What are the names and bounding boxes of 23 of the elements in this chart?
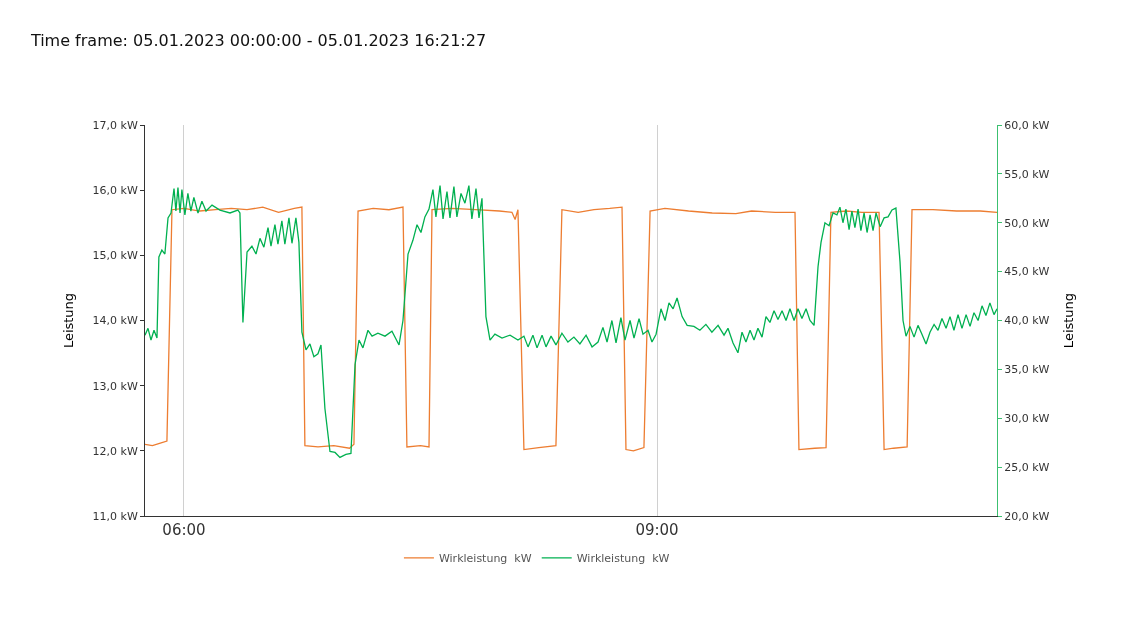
x-tick-label: 06:00 [162, 521, 206, 539]
y-tick-label: 15,0 kW [92, 249, 138, 263]
y-tick-label: 16,0 kW [92, 184, 138, 198]
y2-tick-label: 40,0 kW [1004, 314, 1050, 328]
y-axis-title: Leistung [61, 292, 77, 349]
y-tick-label: 11,0 kW [92, 509, 138, 523]
y-tick-label: 17,0 kW [92, 118, 138, 132]
y2-tick-label: 45,0 kW [1004, 265, 1050, 279]
y-tick-label: 13,0 kW [92, 379, 138, 393]
legend-label: Wirkleistung kW [438, 552, 532, 566]
y-tick-label: 12,0 kW [92, 444, 138, 458]
y2-tick-label: 50,0 kW [1004, 216, 1050, 230]
y2-tick-label: 60,0 kW [1004, 118, 1050, 132]
y-tick-label: 14,0 kW [92, 314, 138, 328]
y2-tick-label: 20,0 kW [1004, 509, 1050, 523]
y2-axis-title: Leistung [1061, 292, 1077, 349]
x-tick-label: 09:00 [635, 521, 679, 539]
y2-tick-label: 30,0 kW [1004, 412, 1050, 426]
chart-title: Time frame: 05.01.2023 00:00:00 - 05.01.2023 16:21:27 [29, 31, 487, 51]
legend-label: Wirkleistung kW [576, 552, 670, 566]
y2-tick-label: 55,0 kW [1004, 167, 1050, 181]
y2-tick-label: 35,0 kW [1004, 363, 1050, 377]
y2-tick-label: 25,0 kW [1004, 460, 1050, 474]
